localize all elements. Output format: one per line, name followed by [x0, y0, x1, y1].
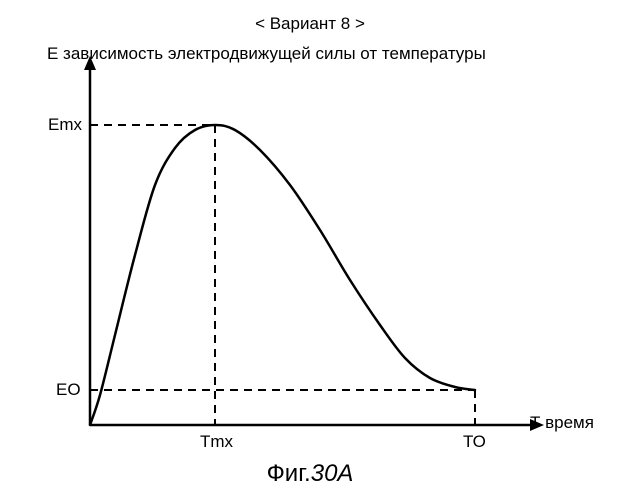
figure-label-number: 30A — [311, 460, 354, 487]
axis-group — [84, 56, 544, 431]
curve-group — [90, 125, 475, 425]
figure-container: < Вариант 8 > Е зависимость электродвижу… — [0, 0, 620, 500]
plot-svg — [0, 0, 620, 500]
dash-group — [90, 125, 475, 425]
figure-label: Фиг.30A — [0, 460, 620, 488]
figure-label-prefix: Фиг. — [267, 460, 311, 487]
